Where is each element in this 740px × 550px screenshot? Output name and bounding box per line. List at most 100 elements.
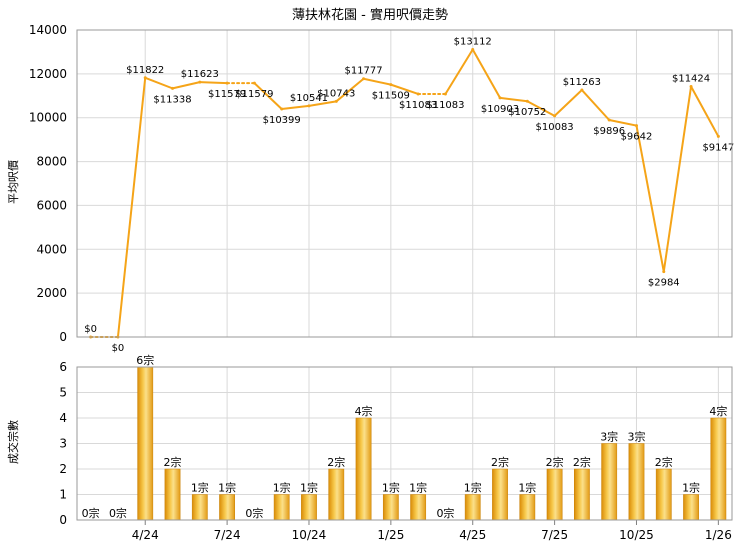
price-point-label: $11579 — [235, 89, 273, 100]
price-point-label: $11623 — [181, 69, 219, 80]
count-bar — [710, 417, 727, 521]
price-tick-label: 4000 — [36, 242, 67, 256]
price-point-label: $2984 — [648, 278, 680, 289]
price-line-segment — [116, 76, 147, 338]
count-bar — [683, 494, 699, 521]
price-line-segment — [362, 77, 392, 86]
price-point-label: $11822 — [126, 65, 164, 76]
price-point-label: $11083 — [426, 100, 464, 111]
count-bar — [191, 494, 208, 521]
price-tick-label: 6000 — [36, 198, 67, 212]
price-line-segment — [635, 124, 665, 273]
price-point-label: $10083 — [536, 122, 574, 133]
price-line-segment — [690, 85, 720, 138]
count-plot-frame — [76, 366, 733, 521]
price-line-segment — [553, 89, 583, 117]
count-bar — [301, 494, 317, 521]
count-bar-label: 6宗 — [136, 353, 154, 367]
count-bar — [273, 494, 290, 521]
price-line-segment — [198, 81, 229, 85]
count-bar — [355, 417, 372, 521]
price-point — [307, 104, 311, 108]
price-tick-label: 2000 — [36, 286, 67, 300]
price-tick-label: 0 — [59, 330, 67, 344]
price-line-segment — [444, 48, 474, 95]
count-axis-title: 成交宗數 — [6, 420, 20, 464]
count-bar — [464, 494, 481, 521]
price-point — [225, 81, 229, 85]
count-bar-label: 1宗 — [191, 481, 209, 495]
count-bar — [574, 468, 590, 521]
count-bar — [492, 468, 508, 521]
count-bar-label: 1宗 — [382, 481, 400, 495]
count-bar — [628, 443, 645, 521]
price-point-label: $13112 — [454, 36, 492, 47]
price-point-label: $11338 — [153, 94, 191, 105]
count-bar-label: 0宗 — [109, 506, 127, 520]
price-point — [443, 92, 447, 96]
count-bar-label: 1宗 — [273, 481, 291, 495]
count-bar-label: 1宗 — [218, 481, 236, 495]
price-point — [280, 107, 284, 111]
price-point — [662, 270, 666, 274]
price-tick-label: 12000 — [29, 67, 67, 81]
count-bar-label: 4宗 — [355, 404, 373, 418]
price-point — [553, 114, 557, 118]
price-point-label: $10903 — [481, 104, 519, 115]
date-axis-ticks: 4/24 7/24 10/24 1/25 4/25 7/25 10/25 1/26 — [132, 520, 732, 542]
price-gridlines — [77, 29, 732, 338]
count-bar-label: 2宗 — [491, 455, 509, 469]
price-point-label: $11777 — [344, 66, 382, 77]
price-line-segment — [499, 96, 529, 103]
count-bar-label: 2宗 — [573, 455, 591, 469]
price-point — [498, 96, 502, 100]
price-point-label: $0 — [112, 343, 125, 354]
price-point — [607, 118, 611, 122]
price-axis-ticks: 0 2000 4000 6000 8000 10000 12000 14000 — [29, 23, 67, 344]
count-tick-label: 3 — [59, 437, 67, 451]
plot-frames — [76, 29, 733, 521]
count-tick-label: 0 — [59, 513, 67, 527]
date-tick-label: 1/26 — [705, 528, 732, 542]
price-line-segment — [144, 76, 174, 90]
price-point-label: $11263 — [563, 77, 601, 88]
count-tick-label: 5 — [59, 386, 67, 400]
price-point-label: $11424 — [672, 73, 710, 84]
price-line-series — [89, 47, 720, 339]
count-bar-label: 1宗 — [682, 481, 700, 495]
count-bar-label: 1宗 — [518, 481, 536, 495]
price-line-segment — [526, 100, 556, 117]
count-bar-label: 3宗 — [600, 430, 618, 444]
count-bar-label: 2宗 — [164, 455, 182, 469]
date-tick-label: 1/25 — [377, 528, 404, 542]
date-tick-label: 4/24 — [132, 528, 159, 542]
count-bar-label: 1宗 — [300, 481, 318, 495]
price-point-label: $10399 — [263, 115, 301, 126]
count-bar — [328, 468, 345, 521]
count-bar-label: 2宗 — [546, 455, 564, 469]
count-bar-label: 4宗 — [709, 404, 727, 418]
date-tick-label: 7/25 — [541, 528, 568, 542]
count-tick-label: 4 — [59, 411, 67, 425]
count-bar-label: 0宗 — [245, 506, 263, 520]
price-point-labels: $0 $0 $11822 $11338 $11623 $11579$11579 $10399… — [84, 36, 734, 354]
price-point-label: $9147 — [702, 142, 734, 153]
date-tick-label: 7/24 — [214, 528, 241, 542]
date-tick-label: 4/25 — [459, 528, 486, 542]
price-point — [389, 83, 393, 87]
price-point — [334, 99, 338, 103]
price-point — [198, 80, 202, 84]
price-point — [362, 77, 366, 81]
price-point — [716, 134, 720, 138]
price-point — [634, 124, 638, 128]
price-tick-label: 8000 — [36, 155, 67, 169]
price-point — [416, 92, 420, 96]
price-tick-label: 14000 — [29, 23, 67, 37]
count-bar-label: 0宗 — [82, 506, 100, 520]
price-line-segment — [171, 81, 201, 90]
count-bar-label: 2宗 — [655, 455, 673, 469]
price-point-label: $0 — [84, 324, 97, 335]
price-line-segment — [280, 104, 310, 110]
price-point — [171, 86, 175, 90]
price-line-segment — [307, 100, 338, 107]
